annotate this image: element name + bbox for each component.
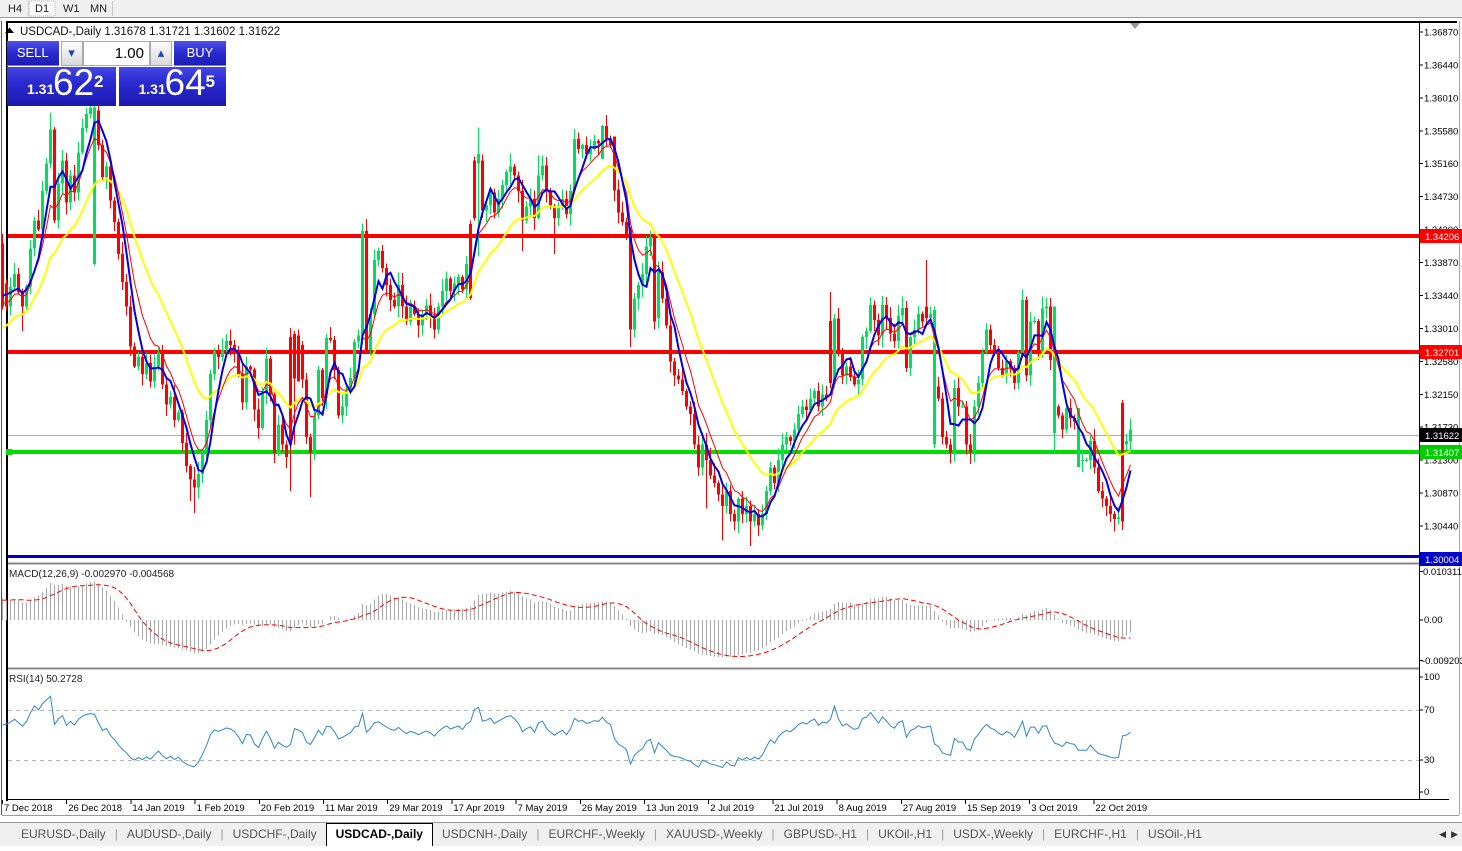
svg-text:W1: W1 (63, 3, 80, 15)
svg-text:1.34206: 1.34206 (1425, 232, 1459, 243)
svg-text:1.31300: 1.31300 (1424, 456, 1458, 467)
svg-text:1.33870: 1.33870 (1424, 258, 1458, 269)
svg-text:1.32701: 1.32701 (1425, 348, 1459, 359)
svg-text:USDCAD-,Daily 1.31678 1.31721: USDCAD-,Daily 1.31678 1.31721 1.31602 1.… (20, 26, 280, 38)
svg-text:MACD(12,26,9) -0.002970 -0.004: MACD(12,26,9) -0.002970 -0.004568 (9, 569, 175, 580)
svg-text:22 Oct 2019: 22 Oct 2019 (1095, 803, 1147, 814)
svg-text:27 Aug 2019: 27 Aug 2019 (903, 803, 956, 814)
svg-text:1.30440: 1.30440 (1424, 522, 1458, 533)
svg-text:0: 0 (1424, 787, 1429, 798)
svg-text:1.31407: 1.31407 (1425, 448, 1459, 459)
svg-text:D1: D1 (35, 3, 49, 15)
svg-text:8 Aug 2019: 8 Aug 2019 (839, 803, 887, 814)
svg-text:7 May 2019: 7 May 2019 (518, 803, 568, 814)
svg-text:1.32150: 1.32150 (1424, 390, 1458, 401)
svg-text:1.35160: 1.35160 (1424, 159, 1458, 170)
svg-text:1.36870: 1.36870 (1424, 28, 1458, 39)
svg-text:21 Jul 2019: 21 Jul 2019 (774, 803, 823, 814)
svg-text:14 Jan 2019: 14 Jan 2019 (132, 803, 184, 814)
svg-text:1.33010: 1.33010 (1424, 324, 1458, 335)
svg-text:15 Sep 2019: 15 Sep 2019 (967, 803, 1021, 814)
svg-text:1.31622: 1.31622 (1425, 431, 1459, 442)
svg-text:1.36010: 1.36010 (1424, 94, 1458, 105)
svg-text:1 Feb 2019: 1 Feb 2019 (197, 803, 245, 814)
svg-text:100: 100 (1424, 672, 1440, 683)
svg-text:RSI(14) 50.2728: RSI(14) 50.2728 (9, 674, 83, 685)
svg-text:1.32580: 1.32580 (1424, 357, 1458, 368)
svg-text:2 Jul 2019: 2 Jul 2019 (710, 803, 754, 814)
svg-text:-0.009203: -0.009203 (1422, 656, 1462, 667)
svg-text:29 Mar 2019: 29 Mar 2019 (389, 803, 442, 814)
svg-text:H4: H4 (8, 3, 22, 15)
svg-text:1.30870: 1.30870 (1424, 489, 1458, 500)
svg-text:1.35580: 1.35580 (1424, 127, 1458, 138)
svg-text:3 Oct 2019: 3 Oct 2019 (1031, 803, 1077, 814)
svg-text:0.00: 0.00 (1424, 615, 1443, 626)
svg-text:7 Dec 2018: 7 Dec 2018 (4, 803, 53, 814)
svg-text:MN: MN (90, 3, 107, 15)
svg-text:26 May 2019: 26 May 2019 (582, 803, 637, 814)
svg-text:13 Jun 2019: 13 Jun 2019 (646, 803, 698, 814)
svg-text:1.34730: 1.34730 (1424, 192, 1458, 203)
svg-text:1.33440: 1.33440 (1424, 291, 1458, 302)
svg-text:30: 30 (1424, 755, 1435, 766)
svg-text:26 Dec 2018: 26 Dec 2018 (68, 803, 122, 814)
svg-text:17 Apr 2019: 17 Apr 2019 (453, 803, 504, 814)
svg-text:1.30004: 1.30004 (1425, 555, 1459, 566)
svg-text:1.36440: 1.36440 (1424, 61, 1458, 72)
svg-text:11 Mar 2019: 11 Mar 2019 (325, 803, 378, 814)
svg-text:0.010311: 0.010311 (1423, 567, 1462, 578)
svg-text:70: 70 (1424, 705, 1435, 716)
svg-text:20 Feb 2019: 20 Feb 2019 (261, 803, 314, 814)
